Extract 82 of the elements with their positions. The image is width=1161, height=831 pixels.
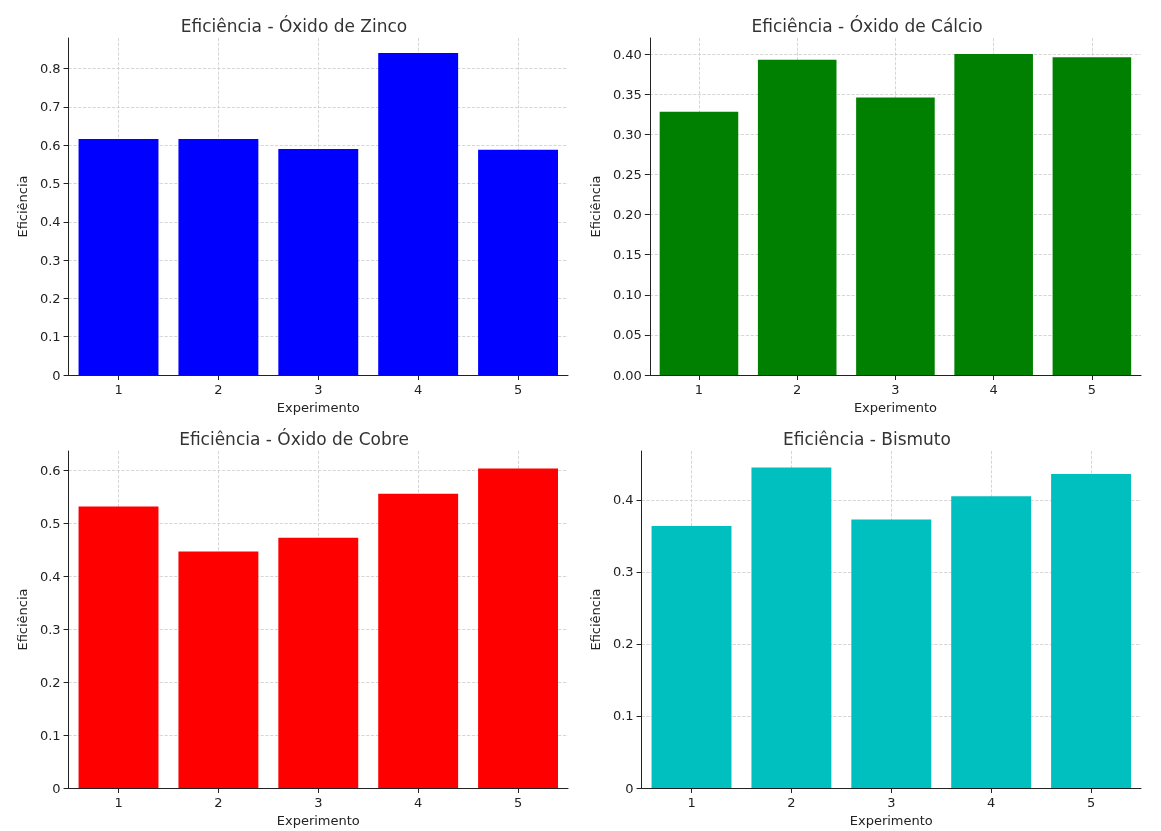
y-tick-label: 0.3 bbox=[39, 252, 61, 268]
chart-title: Eficiência - Óxido de Zinco bbox=[180, 14, 408, 36]
y-axis-title: Eficiência bbox=[588, 175, 603, 238]
y-tick-label: 0.20 bbox=[612, 207, 642, 223]
x-axis-title: Experimento bbox=[849, 812, 933, 828]
y-tick-label: 0.40 bbox=[612, 46, 642, 62]
chart-title: Eficiência - Óxido de Cobre bbox=[179, 427, 409, 449]
bar bbox=[78, 506, 159, 788]
bar bbox=[178, 551, 259, 788]
x-tick-label: 1 bbox=[114, 795, 123, 810]
x-tick-label: 5 bbox=[1086, 795, 1096, 810]
x-tick-label: 2 bbox=[787, 795, 796, 810]
chart-title: Eficiência - Óxido de Cálcio bbox=[751, 14, 983, 36]
x-axis-title: Experimento bbox=[853, 399, 937, 415]
x-tick-label: 1 bbox=[694, 382, 704, 397]
y-axis-title: Eficiência bbox=[15, 175, 30, 238]
x-tick-label: 3 bbox=[314, 382, 323, 397]
x-axis-title: Experimento bbox=[276, 812, 360, 828]
y-tick-label: 0.15 bbox=[612, 247, 642, 263]
y-tick-label: 0.05 bbox=[612, 327, 642, 343]
bar bbox=[378, 52, 459, 375]
bar bbox=[1051, 474, 1132, 788]
x-tick-label: 2 bbox=[214, 795, 223, 810]
x-tick-label: 2 bbox=[214, 382, 223, 397]
y-tick-label: 0.7 bbox=[39, 99, 61, 115]
y-tick-label: 0.4 bbox=[612, 492, 634, 508]
x-tick-label: 4 bbox=[414, 795, 423, 810]
y-tick-label: 0.1 bbox=[39, 329, 61, 345]
y-tick-label: 0.4 bbox=[39, 568, 61, 584]
y-tick-label: 0.3 bbox=[612, 564, 634, 580]
x-tick-label: 3 bbox=[887, 795, 896, 810]
bar bbox=[954, 54, 1033, 375]
y-tick-label: 0.6 bbox=[39, 137, 61, 153]
x-tick-label: 1 bbox=[687, 795, 696, 810]
y-axis-title: Eficiência bbox=[588, 588, 603, 651]
y-tick-label: 0.1 bbox=[612, 708, 634, 724]
y-tick-label: 0.10 bbox=[612, 287, 642, 303]
x-tick-label: 3 bbox=[891, 382, 900, 397]
y-tick-label: 0.30 bbox=[612, 126, 642, 142]
bar bbox=[478, 468, 559, 788]
y-tick-label: 0.25 bbox=[612, 166, 642, 182]
x-tick-label: 4 bbox=[987, 795, 996, 810]
bar bbox=[951, 496, 1032, 788]
y-tick-label: 0.5 bbox=[39, 515, 61, 531]
bar bbox=[856, 97, 935, 375]
bar bbox=[659, 111, 739, 375]
bar bbox=[1052, 57, 1132, 375]
y-tick-label: 0.4 bbox=[39, 214, 61, 230]
bar bbox=[651, 525, 732, 788]
x-tick-label: 2 bbox=[793, 382, 802, 397]
bar bbox=[757, 59, 837, 375]
x-tick-label: 5 bbox=[513, 795, 523, 810]
bar bbox=[278, 537, 359, 788]
chart-title: Eficiência - Bismuto bbox=[783, 428, 951, 449]
y-tick-label: 0 bbox=[52, 780, 61, 796]
y-tick-label: 0.00 bbox=[612, 367, 642, 383]
y-tick-label: 0.2 bbox=[39, 290, 61, 306]
x-tick-label: 1 bbox=[114, 382, 123, 397]
y-tick-label: 0.6 bbox=[39, 463, 61, 479]
x-tick-label: 5 bbox=[1087, 382, 1097, 397]
bar bbox=[478, 149, 559, 375]
bar bbox=[851, 519, 932, 788]
bar bbox=[751, 467, 832, 788]
x-tick-label: 4 bbox=[414, 382, 423, 397]
y-tick-label: 0 bbox=[625, 780, 634, 796]
y-tick-label: 0 bbox=[52, 367, 61, 383]
x-tick-label: 4 bbox=[989, 382, 998, 397]
bar bbox=[178, 139, 259, 375]
x-axis-title: Experimento bbox=[276, 399, 360, 415]
x-tick-label: 3 bbox=[314, 795, 323, 810]
bar bbox=[278, 149, 359, 375]
bar bbox=[78, 139, 159, 375]
y-tick-label: 0.1 bbox=[39, 727, 61, 743]
y-tick-label: 0.2 bbox=[612, 636, 634, 652]
y-axis-title: Eficiência bbox=[15, 588, 30, 651]
y-tick-label: 0.35 bbox=[612, 86, 642, 102]
y-tick-label: 0.2 bbox=[39, 674, 61, 690]
y-tick-label: 0.5 bbox=[39, 176, 61, 192]
bar bbox=[378, 493, 459, 788]
y-tick-label: 0.8 bbox=[39, 61, 61, 77]
x-tick-label: 5 bbox=[513, 382, 523, 397]
y-tick-label: 0.3 bbox=[39, 621, 61, 637]
